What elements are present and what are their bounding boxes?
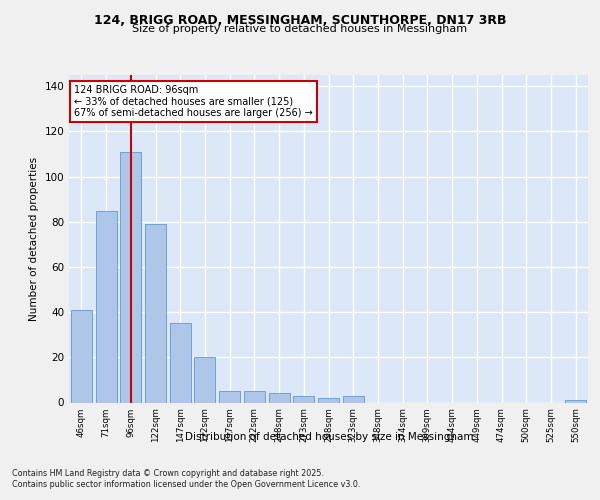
Text: Contains HM Land Registry data © Crown copyright and database right 2025.: Contains HM Land Registry data © Crown c… bbox=[12, 469, 324, 478]
Y-axis label: Number of detached properties: Number of detached properties bbox=[29, 156, 39, 321]
Bar bbox=[194, 358, 215, 403]
Bar bbox=[244, 391, 265, 402]
Bar bbox=[219, 391, 240, 402]
Bar bbox=[95, 210, 116, 402]
Text: 124, BRIGG ROAD, MESSINGHAM, SCUNTHORPE, DN17 3RB: 124, BRIGG ROAD, MESSINGHAM, SCUNTHORPE,… bbox=[94, 14, 506, 27]
Text: Distribution of detached houses by size in Messingham: Distribution of detached houses by size … bbox=[185, 432, 473, 442]
Bar bbox=[318, 398, 339, 402]
Bar bbox=[343, 396, 364, 402]
Bar bbox=[145, 224, 166, 402]
Text: Size of property relative to detached houses in Messingham: Size of property relative to detached ho… bbox=[133, 24, 467, 34]
Bar bbox=[293, 396, 314, 402]
Bar bbox=[170, 324, 191, 402]
Bar bbox=[120, 152, 141, 403]
Bar bbox=[565, 400, 586, 402]
Text: 124 BRIGG ROAD: 96sqm
← 33% of detached houses are smaller (125)
67% of semi-det: 124 BRIGG ROAD: 96sqm ← 33% of detached … bbox=[74, 85, 313, 118]
Bar bbox=[71, 310, 92, 402]
Bar bbox=[269, 394, 290, 402]
Text: Contains public sector information licensed under the Open Government Licence v3: Contains public sector information licen… bbox=[12, 480, 361, 489]
